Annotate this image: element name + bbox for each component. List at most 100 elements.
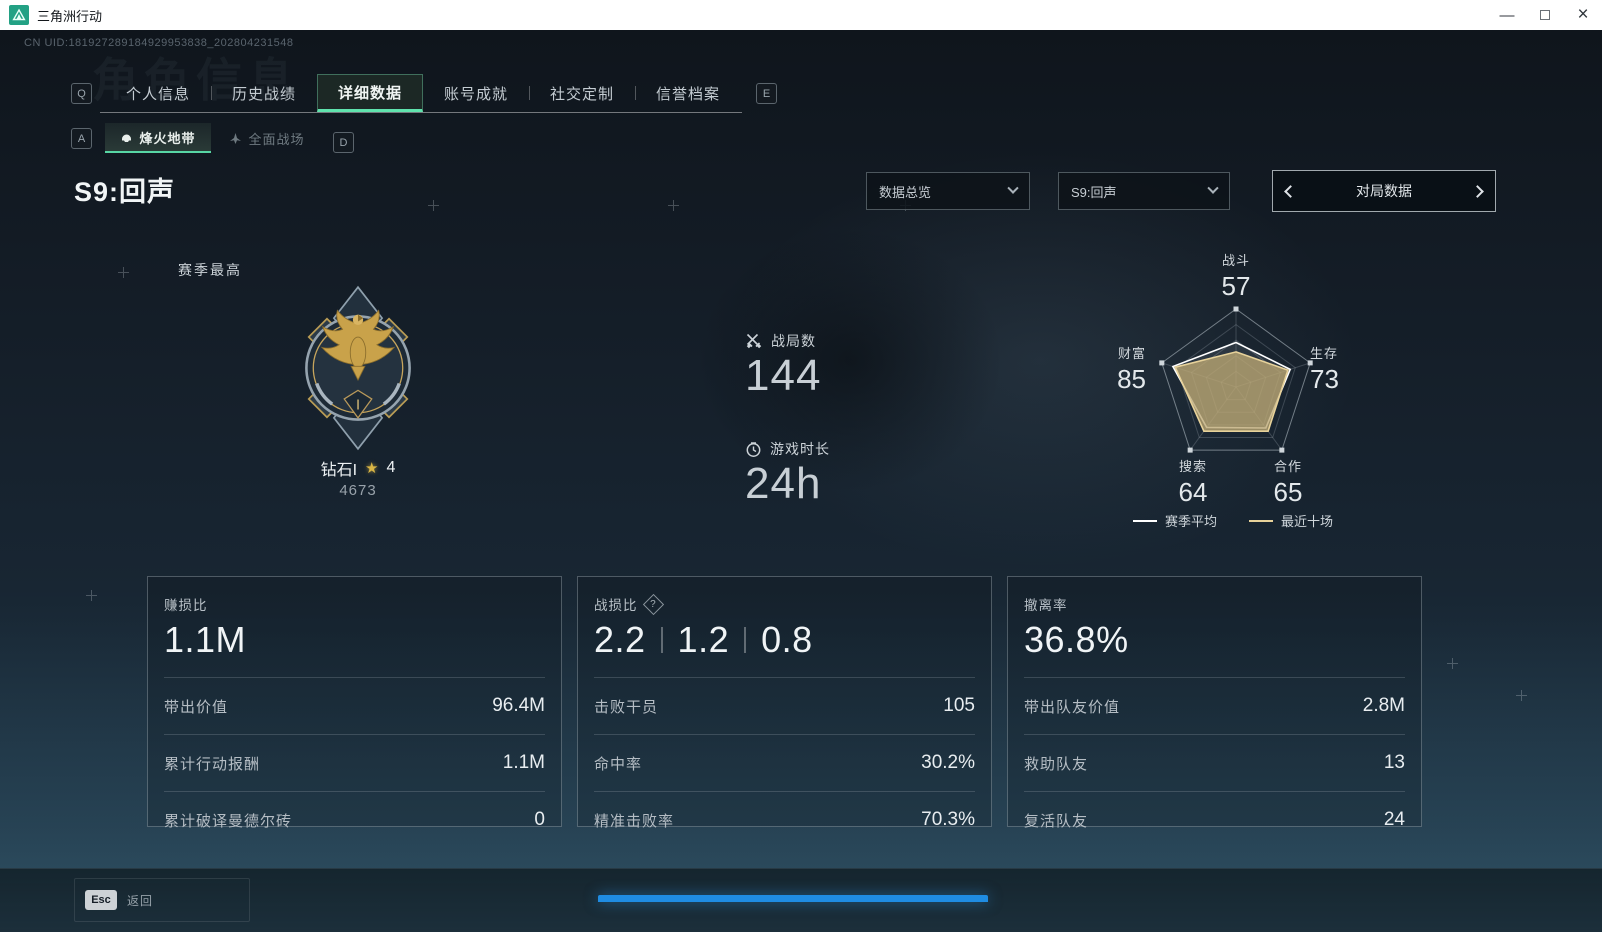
plus-marker <box>1516 690 1527 701</box>
minimize-icon: — <box>1499 6 1515 24</box>
playtime-label: 游戏时长 <box>770 441 830 457</box>
legend-dash-icon <box>1249 519 1273 522</box>
maximize-icon <box>1540 10 1550 20</box>
rank-emblem: I <box>305 285 411 451</box>
hotkey-badge-a: A <box>71 128 92 149</box>
data-overview-dropdown[interactable]: 数据总览 <box>866 172 1030 210</box>
tab-separator <box>635 86 636 100</box>
card-big-value: 0.8 <box>761 619 813 660</box>
season-heading: S9:回声 <box>74 177 176 207</box>
tab-social[interactable]: 社交定制 <box>549 85 614 103</box>
bottom-progress-bar <box>598 895 988 902</box>
card-profit-loss: 赚损比 1.1M 带出价值 96.4M 累计行动报酬 1.1M 累计破译曼德尔砖 0 <box>147 576 562 830</box>
card-big-value: 2.2 <box>594 619 646 660</box>
value-separator <box>744 627 747 653</box>
tab-separator <box>211 86 212 100</box>
card-big-value: 1.2 <box>677 619 730 660</box>
card-big-value: 36.8% <box>1024 619 1129 660</box>
pager-label: 对局数据 <box>1356 183 1412 199</box>
crossed-swords-icon <box>746 333 762 349</box>
chevron-down-icon <box>1207 182 1219 194</box>
plus-marker <box>1447 658 1458 669</box>
stat-row: 命中率 30.2% <box>594 734 975 791</box>
hotkey-badge-e: E <box>756 83 777 104</box>
star-icon: ★ <box>365 460 379 477</box>
dropdown-value: 数据总览 <box>879 184 932 200</box>
plus-marker <box>118 267 129 278</box>
tab-personal-info[interactable]: 个人信息 <box>125 85 190 103</box>
season-select-dropdown[interactable]: S9:回声 <box>1058 172 1230 210</box>
stat-row: 带出价值 96.4M <box>164 677 545 734</box>
rank-star-count: 4 <box>386 459 396 476</box>
jet-icon <box>230 132 242 144</box>
legend-season-average: 赛季平均 <box>1132 511 1217 530</box>
subtab-warfare[interactable]: 全面战场 <box>215 123 319 153</box>
legend-dash-icon <box>1132 519 1157 522</box>
card-big-value: 1.1M <box>164 619 247 660</box>
season-best-label: 赛季最高 <box>178 262 242 278</box>
rank-line: 钻石I ★ 4 <box>258 456 458 480</box>
value-separator <box>660 627 663 653</box>
chevron-left-icon[interactable] <box>1284 184 1297 198</box>
card-title: 战损比 <box>594 598 638 613</box>
close-icon: × <box>1577 4 1589 25</box>
back-button[interactable]: Esc 返回 <box>74 878 250 922</box>
rank-tier-numeral: I <box>356 397 360 413</box>
radar-legend: 赛季平均 最近十场 <box>1093 511 1373 530</box>
window-title: 三角洲行动 <box>37 8 103 24</box>
stat-row: 精准击败率 70.3% <box>594 791 975 848</box>
close-button[interactable]: × <box>1564 0 1602 30</box>
radar-axis-combat: 战斗 57 <box>1221 253 1251 301</box>
matches-stat: 战局数 144 <box>745 331 821 401</box>
window-controls: — × <box>1488 0 1602 30</box>
tab-match-history[interactable]: 历史战绩 <box>231 85 296 103</box>
game-screen: 角色信息 CN UID:181927289184929953838_202804… <box>0 30 1602 932</box>
match-data-pager[interactable]: 对局数据 <box>1272 170 1496 212</box>
player-uid: CN UID:181927289184929953838_20280423154… <box>24 37 294 49</box>
matches-label: 战局数 <box>771 333 816 349</box>
stat-row: 复活队友 24 <box>1024 791 1405 848</box>
ghost-page-title: 角色信息 <box>92 54 300 106</box>
helmet-icon <box>122 134 132 142</box>
stat-row: 累计行动报酬 1.1M <box>164 734 545 791</box>
radar-axis-search: 搜索 64 <box>1178 459 1208 507</box>
app-logo-icon <box>9 5 29 25</box>
minimize-button[interactable]: — <box>1488 0 1526 30</box>
clock-icon <box>746 441 761 457</box>
subtab-label: 烽火地带 <box>139 130 196 146</box>
chevron-down-icon <box>1007 182 1019 194</box>
plus-marker <box>668 200 679 211</box>
stat-row: 带出队友价值 2.8M <box>1024 677 1405 734</box>
chevron-right-icon[interactable] <box>1471 184 1484 198</box>
tab-achievements[interactable]: 账号成就 <box>443 85 508 103</box>
legend-recent-ten: 最近十场 <box>1249 511 1333 530</box>
tab-underline <box>100 112 742 113</box>
subtab-label: 全面战场 <box>248 131 305 147</box>
esc-key-icon: Esc <box>85 890 117 910</box>
tab-reputation[interactable]: 信誉档案 <box>655 85 720 103</box>
stat-row: 救助队友 13 <box>1024 734 1405 791</box>
tab-separator <box>529 86 530 100</box>
radar-axis-cooperation: 合作 65 <box>1273 459 1303 507</box>
hotkey-badge-d: D <box>333 132 354 153</box>
dropdown-value: S9:回声 <box>1071 184 1117 200</box>
playtime-stat: 游戏时长 24h <box>745 439 830 509</box>
plus-marker <box>86 590 97 601</box>
background-silhouette <box>700 230 1000 490</box>
playtime-value: 24h <box>745 459 822 508</box>
matches-value: 144 <box>745 351 822 400</box>
radar-axis-wealth: 财富 85 <box>1117 346 1146 394</box>
card-extraction-rate: 撤离率 36.8% 带出队友价值 2.8M 救助队友 13 复活队友 24 <box>1007 576 1422 830</box>
card-title: 赚损比 <box>164 598 208 613</box>
help-icon[interactable]: ? <box>642 593 664 615</box>
subtab-hazard-zone[interactable]: 烽火地带 <box>105 123 211 153</box>
card-kd-ratio: 战损比 ? 2.2 1.2 0.8 击败干员 105 命中率 30.2% 精准击败率… <box>577 576 992 830</box>
maximize-button[interactable] <box>1526 0 1564 30</box>
rank-points: 4673 <box>339 482 377 499</box>
card-title: 撤离率 <box>1024 598 1068 613</box>
stat-row: 累计破译曼德尔砖 0 <box>164 791 545 848</box>
tab-detailed-data[interactable]: 详细数据 <box>317 74 423 112</box>
radar-chart <box>1159 306 1313 453</box>
plus-marker <box>428 200 439 211</box>
